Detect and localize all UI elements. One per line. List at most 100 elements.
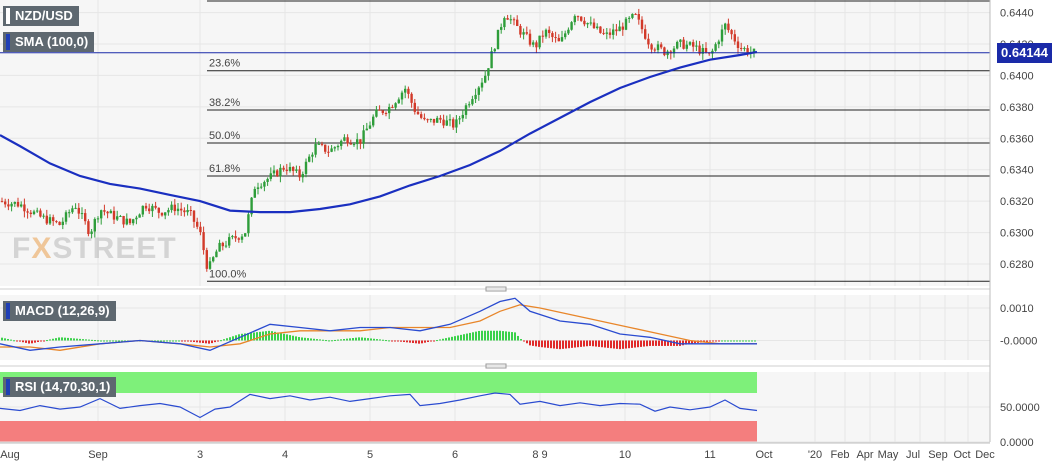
macd-histogram-bar <box>58 337 60 341</box>
candle-body <box>640 19 644 30</box>
macd-histogram-bar <box>595 340 597 347</box>
y-tick-label: 0.6320 <box>1000 196 1034 208</box>
candle-body <box>557 37 560 42</box>
macd-histogram-bar <box>61 337 63 341</box>
macd-histogram-bar <box>115 340 117 342</box>
rsi-line <box>0 392 758 419</box>
macd-histogram-bar <box>391 340 393 342</box>
x-tick-label: Aug <box>0 449 20 461</box>
sma-tag: SMA (100,0) <box>3 32 95 52</box>
candle-body <box>84 213 87 222</box>
candle-body <box>199 226 202 233</box>
macd-histogram-bar <box>514 332 516 341</box>
candle-body <box>231 236 234 238</box>
macd-histogram-bar <box>616 340 618 349</box>
candle-body <box>58 221 61 226</box>
candle-body <box>221 242 224 247</box>
macd-histogram-bar <box>205 340 207 344</box>
candle-body <box>10 203 13 207</box>
macd-histogram-bar <box>481 330 483 341</box>
current-price-badge: 0.64144 <box>997 42 1052 63</box>
candle-body <box>580 16 583 21</box>
candle-body <box>589 22 592 24</box>
candle-body <box>256 187 260 189</box>
macd-histogram-bar <box>352 338 354 341</box>
macd-histogram-bar <box>319 339 321 341</box>
candle-body <box>112 210 116 220</box>
candle-body <box>263 181 266 187</box>
macd-histogram-bar <box>685 340 687 345</box>
macd-histogram-bar <box>631 340 633 348</box>
macd-histogram-bar <box>85 339 87 341</box>
macd-histogram-bar <box>28 340 30 344</box>
candle-body <box>218 242 221 252</box>
candle-body <box>740 47 743 49</box>
candle-body <box>132 219 135 224</box>
macd-histogram-bar <box>340 339 342 341</box>
candle-body <box>100 210 103 219</box>
candle-body <box>583 20 586 25</box>
macd-histogram-bar <box>217 340 219 342</box>
candle-body <box>682 39 685 49</box>
macd-histogram-bar <box>499 330 501 341</box>
candle-body <box>157 207 160 213</box>
candle-body <box>468 104 471 106</box>
candle-body <box>365 128 368 131</box>
x-tick-label: Sep <box>928 449 948 461</box>
macd-histogram-bar <box>223 339 225 341</box>
macd-histogram-bar <box>49 339 51 341</box>
macd-histogram-bar <box>376 339 378 341</box>
macd-histogram-bar <box>109 340 111 342</box>
candle-body <box>436 117 439 123</box>
candle-body <box>516 19 519 26</box>
macd-histogram-bar <box>412 340 414 343</box>
macd-histogram-bar <box>532 340 534 346</box>
candle-body <box>176 208 180 212</box>
macd-histogram-bar <box>208 340 210 344</box>
candle-body <box>496 29 500 50</box>
rsi-y-tick-label: 0.0000 <box>1000 437 1034 449</box>
candle-body <box>285 169 288 171</box>
candle-body <box>663 47 666 56</box>
rsi-overbought-zone <box>0 372 757 393</box>
macd-histogram-bar <box>301 337 303 341</box>
sma-100-line <box>0 50 758 214</box>
rsi-tag: RSI (14,70,30,1) <box>3 377 117 397</box>
macd-histogram-bar <box>361 337 363 341</box>
macd-histogram-bar <box>517 335 519 341</box>
candle-body <box>573 16 576 23</box>
macd-histogram-bar <box>643 340 645 347</box>
candle-body <box>4 201 7 205</box>
macd-histogram-bar <box>751 340 753 342</box>
panel-bg-2 <box>0 295 990 360</box>
macd-histogram-bar <box>31 340 33 344</box>
macd-histogram-bar <box>568 340 570 349</box>
macd-histogram-bar <box>442 338 444 341</box>
candle-body <box>487 68 490 76</box>
macd-histogram-bar <box>325 340 327 342</box>
macd-histogram-bar <box>304 337 306 341</box>
macd-histogram-bar <box>52 338 54 341</box>
macd-histogram-bar <box>370 338 372 341</box>
candle-body <box>631 13 634 18</box>
macd-histogram-bar <box>448 337 450 341</box>
candle-body <box>250 197 253 215</box>
macd-histogram-bar <box>277 332 279 341</box>
macd-histogram-bar <box>175 340 177 342</box>
candle-body <box>7 204 10 207</box>
candle-body <box>717 41 720 45</box>
macd-histogram-bar <box>484 330 486 341</box>
macd-histogram-bar <box>487 330 489 341</box>
candle-body <box>692 42 695 47</box>
x-tick-label: 8 9 <box>532 449 547 461</box>
candle-body <box>20 204 23 207</box>
candle-body <box>730 30 733 35</box>
macd-histogram-bar <box>634 340 636 348</box>
macd-histogram-bar <box>343 338 345 341</box>
macd-histogram-bar <box>430 340 432 342</box>
macd-histogram-bar <box>439 339 441 341</box>
macd-histogram-bar <box>604 340 606 348</box>
candle-body <box>413 102 416 112</box>
candle-body <box>333 147 336 149</box>
x-tick-label: 4 <box>282 449 288 461</box>
